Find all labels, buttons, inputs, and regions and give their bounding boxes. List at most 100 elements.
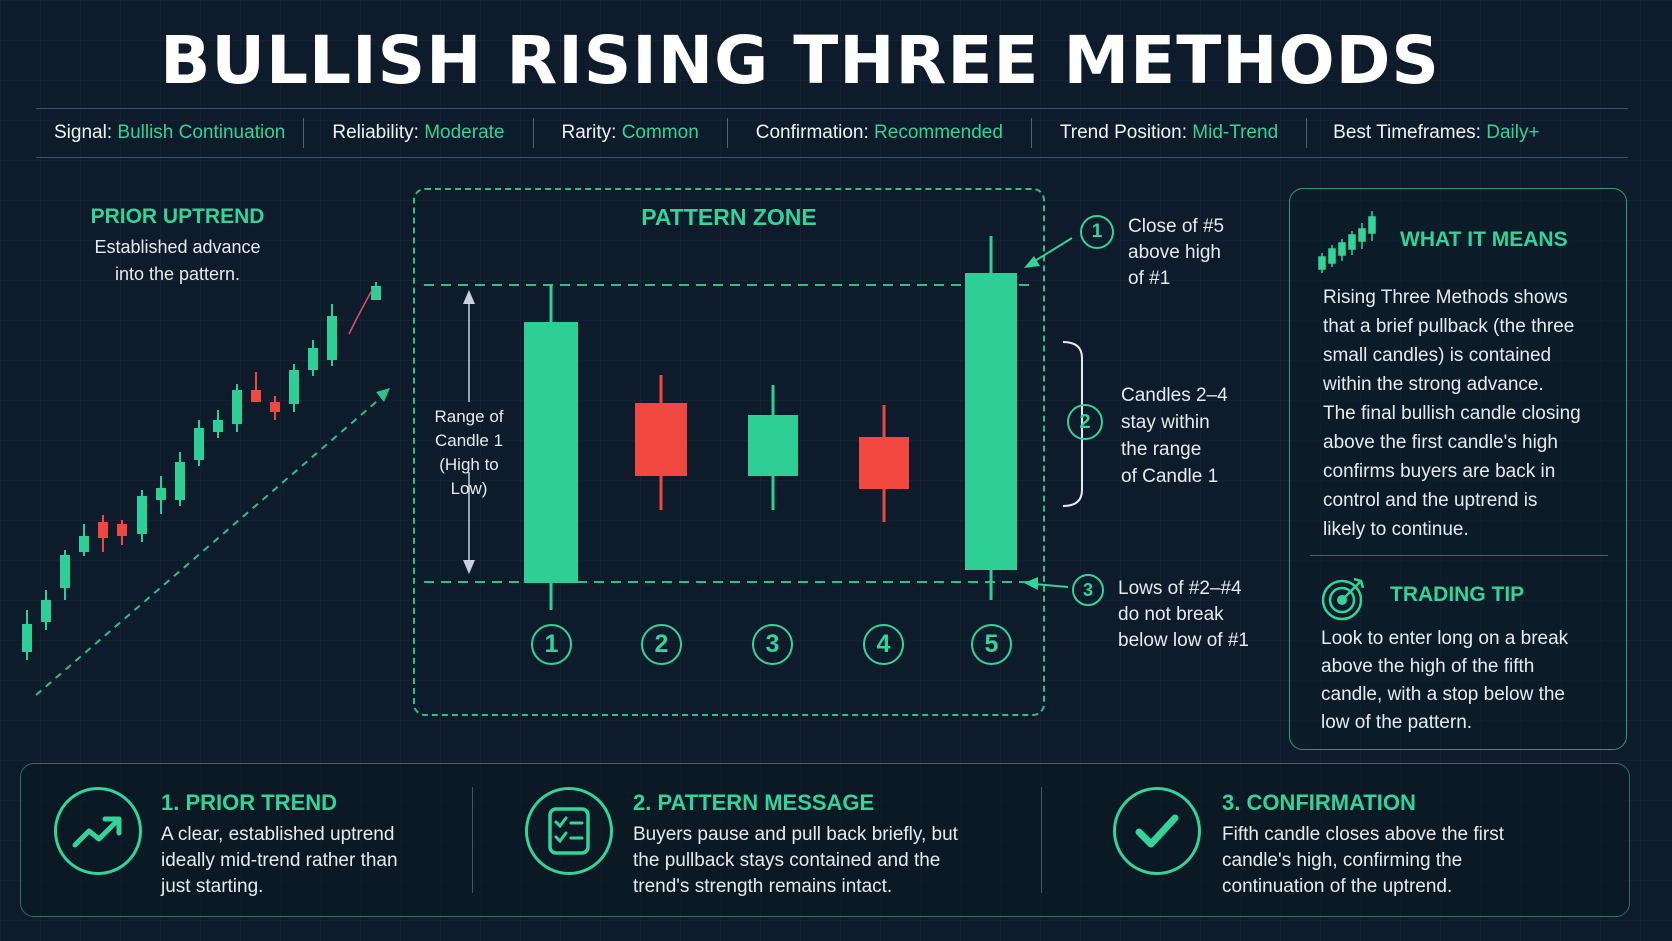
trend-up-icon xyxy=(54,787,142,875)
what-it-means-line: control and the uptrend is xyxy=(1323,490,1538,511)
card-line: trend's strength remains intact. xyxy=(633,876,893,897)
card-confirmation-title: 3. CONFIRMATION xyxy=(1222,790,1416,815)
uptrend-candle xyxy=(137,490,147,542)
uptrend-candle xyxy=(308,340,318,376)
uptrend-candle xyxy=(22,610,32,660)
card-line: Fifth candle closes above the first xyxy=(1222,824,1504,845)
trading-tip-line: candle, with a stop below the xyxy=(1321,684,1565,705)
info-confirmation: Confirmation: Recommended xyxy=(755,122,1003,143)
what-it-means-text: Rising Three Methods shows that a brief … xyxy=(1323,283,1613,544)
card-line: candle's high, confirming the xyxy=(1222,850,1463,871)
annotation-line: do not break xyxy=(1118,604,1224,625)
candle-number-2: 2 xyxy=(641,624,682,665)
uptrend-candle xyxy=(156,476,166,514)
uptrend-candle xyxy=(175,452,185,506)
divider-top xyxy=(36,108,1628,109)
annotation-number-2: 2 xyxy=(1067,404,1103,440)
pattern-candle xyxy=(524,285,578,610)
info-reliability: Reliability: Moderate xyxy=(332,122,505,143)
what-it-means-line: small candles) is contained xyxy=(1323,345,1552,366)
annotation-line: of Candle 1 xyxy=(1121,466,1219,487)
annotation-line: below low of #1 xyxy=(1118,630,1249,651)
divider-bottom xyxy=(36,157,1628,158)
pointer-head-1 xyxy=(1024,256,1040,268)
uptrend-candle xyxy=(79,524,89,556)
annotation-number-3: 3 xyxy=(1072,574,1104,606)
annotation-1-text: Close of #5 above high of #1 xyxy=(1128,214,1224,292)
mini-candles-icon xyxy=(1318,211,1376,273)
uptrend-candle xyxy=(117,520,127,545)
what-it-means-line: that a brief pullback (the three xyxy=(1323,316,1575,337)
card-line: just starting. xyxy=(161,876,264,897)
uptrend-candle xyxy=(232,384,242,432)
pattern-candle xyxy=(965,236,1017,600)
range-label-line: (High to Low) xyxy=(439,455,499,498)
card-separator xyxy=(472,787,473,893)
annotation-line: Close of #5 xyxy=(1128,216,1225,237)
what-it-means-line: The final bullish candle closing xyxy=(1323,403,1581,424)
what-it-means-heading: WHAT IT MEANS xyxy=(1400,228,1568,251)
checklist-icon xyxy=(525,787,613,875)
range-label-line: Range of xyxy=(434,407,504,426)
pointer-head-3 xyxy=(1024,577,1038,590)
annotation-line: the range xyxy=(1121,439,1202,460)
trading-tip-heading: TRADING TIP xyxy=(1390,583,1525,606)
what-it-means-line: likely to continue. xyxy=(1323,519,1469,540)
card-line: Buyers pause and pull back briefly, but xyxy=(633,824,958,845)
pattern-candle xyxy=(748,385,798,510)
trading-tip-line: above the high of the fifth xyxy=(1321,656,1535,677)
range-arrow-down-head xyxy=(463,560,475,574)
prior-uptrend-line: into the pattern. xyxy=(114,264,241,284)
info-separator xyxy=(1030,118,1032,148)
annotation-2-text: Candles 2–4 stay within the range of Can… xyxy=(1121,382,1228,490)
annotation-line: stay within xyxy=(1121,412,1210,433)
uptrend-candle xyxy=(41,590,51,630)
pattern-candles xyxy=(524,236,1017,610)
card-line: ideally mid-trend rather than xyxy=(161,850,398,871)
prior-uptrend-line: Established advance xyxy=(94,237,261,257)
annotation-line: above high xyxy=(1128,242,1221,263)
card-confirmation-text: Fifth candle closes above the first cand… xyxy=(1222,822,1562,900)
uptrend-candle xyxy=(98,515,108,552)
uptrend-candle xyxy=(289,364,299,412)
page-title: BULLISH RISING THREE METHODS xyxy=(160,22,1440,99)
range-label: Range of Candle 1 (High to Low) xyxy=(419,405,519,501)
uptrend-candle xyxy=(60,550,70,600)
card-line: A clear, established uptrend xyxy=(161,824,395,845)
explanation-panel xyxy=(1289,188,1627,750)
card-pattern-message-title: 2. PATTERN MESSAGE xyxy=(633,790,875,815)
candle-number-5: 5 xyxy=(971,624,1012,665)
annotation-line: of #1 xyxy=(1128,268,1171,289)
candle-number-4: 4 xyxy=(863,624,904,665)
annotation-3-text: Lows of #2–#4 do not break below low of … xyxy=(1118,576,1249,654)
uptrend-candle xyxy=(371,282,381,300)
uptrend-candle xyxy=(270,396,280,420)
checkmark-icon xyxy=(1113,787,1201,875)
prior-uptrend-description: Established advance into the pattern. xyxy=(60,234,295,288)
annotation-line: Candles 2–4 xyxy=(1121,385,1228,406)
pattern-candle xyxy=(859,405,909,522)
summary-panel xyxy=(20,763,1630,917)
info-signal: Signal: Bullish Continuation xyxy=(54,122,286,143)
info-separator xyxy=(1306,118,1308,148)
panel-divider xyxy=(1310,555,1608,556)
uptrend-candles xyxy=(22,282,381,660)
what-it-means-line: within the strong advance. xyxy=(1323,374,1544,395)
pattern-candle xyxy=(635,375,687,510)
prior-uptrend-heading: PRIOR UPTREND xyxy=(90,205,265,228)
trend-squiggle xyxy=(348,289,373,335)
info-best-timeframes: Best Timeframes: Daily+ xyxy=(1333,122,1540,143)
target-icon xyxy=(1321,577,1365,621)
candle-number-1: 1 xyxy=(531,624,572,665)
pattern-zone-heading: PATTERN ZONE xyxy=(641,204,817,230)
uptrend-candle xyxy=(251,372,261,402)
card-separator xyxy=(1041,787,1042,893)
uptrend-candle xyxy=(213,410,223,438)
info-bar: Signal: Bullish Continuation Reliability… xyxy=(36,110,1628,156)
pointer-line-3 xyxy=(1033,583,1069,588)
uptrend-candle xyxy=(194,420,204,466)
pointer-line-1 xyxy=(1029,237,1073,265)
what-it-means-line: above the first candle's high xyxy=(1323,432,1558,453)
range-label-line: Candle 1 xyxy=(434,431,504,450)
